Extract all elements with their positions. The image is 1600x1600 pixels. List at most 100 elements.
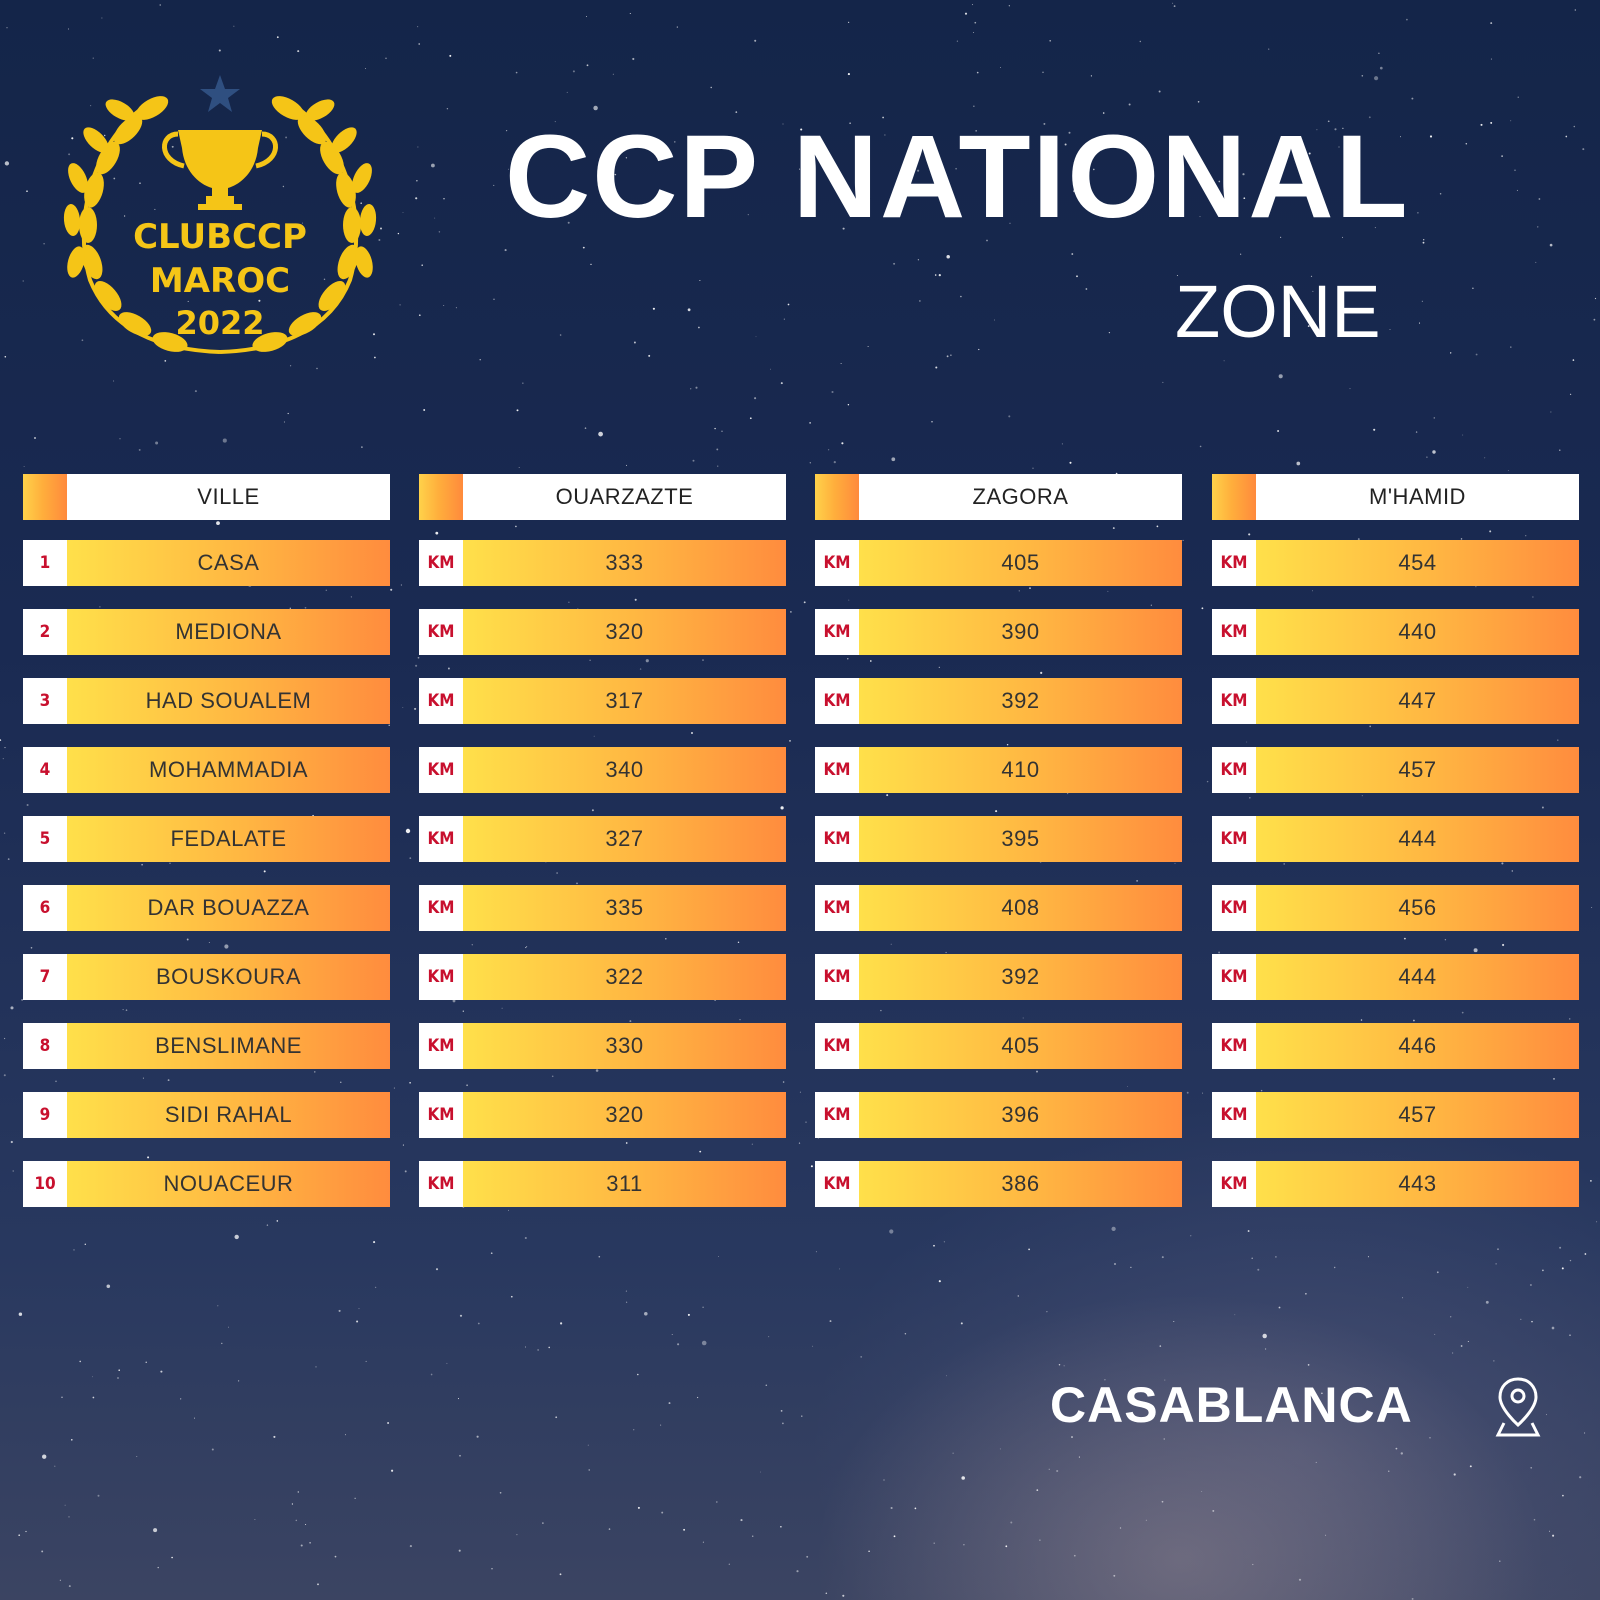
distance-value: 333 bbox=[463, 540, 786, 586]
city-name: HAD SOUALEM bbox=[67, 678, 390, 724]
table-row: KM 320 bbox=[419, 1092, 786, 1138]
table-row: KM 405 bbox=[815, 540, 1182, 586]
table-row: KM 447 bbox=[1212, 678, 1579, 724]
city-name: BENSLIMANE bbox=[67, 1023, 390, 1069]
table-row: KM 333 bbox=[419, 540, 786, 586]
distance-value: 330 bbox=[463, 1023, 786, 1069]
table-row: KM 327 bbox=[419, 816, 786, 862]
unit-label: KM bbox=[815, 747, 859, 793]
city-name: MOHAMMADIA bbox=[67, 747, 390, 793]
column-header-label: VILLE bbox=[67, 474, 390, 520]
header-accent bbox=[23, 474, 67, 520]
distance-value: 444 bbox=[1256, 816, 1579, 862]
distance-value: 386 bbox=[859, 1161, 1182, 1207]
city-name: BOUSKOURA bbox=[67, 954, 390, 1000]
distance-value: 457 bbox=[1256, 1092, 1579, 1138]
unit-label: KM bbox=[419, 747, 463, 793]
unit-label: KM bbox=[1212, 540, 1256, 586]
page-subtitle: ZONE bbox=[1175, 270, 1381, 353]
logo-line2: MAROC bbox=[150, 261, 290, 301]
table-row: KM 396 bbox=[815, 1092, 1182, 1138]
unit-label: KM bbox=[1212, 885, 1256, 931]
distance-value: 317 bbox=[463, 678, 786, 724]
table-row: 6 DAR BOUAZZA bbox=[23, 885, 390, 931]
city-name: CASA bbox=[67, 540, 390, 586]
star-icon bbox=[200, 75, 240, 112]
unit-label: KM bbox=[1212, 609, 1256, 655]
rank-number: 5 bbox=[23, 816, 67, 862]
location-label: CASABLANCA bbox=[1050, 1377, 1413, 1433]
distance-value: 392 bbox=[859, 678, 1182, 724]
table-row: KM 392 bbox=[815, 954, 1182, 1000]
unit-label: KM bbox=[815, 678, 859, 724]
unit-label: KM bbox=[1212, 1092, 1256, 1138]
unit-label: KM bbox=[1212, 954, 1256, 1000]
club-logo: CLUBCCP MAROC 2022 bbox=[63, 75, 377, 354]
logo-year: 2022 bbox=[175, 304, 264, 342]
rank-number: 10 bbox=[23, 1161, 67, 1207]
rank-number: 1 bbox=[23, 540, 67, 586]
distance-value: 405 bbox=[859, 540, 1182, 586]
table-row: KM 457 bbox=[1212, 1092, 1579, 1138]
distance-value: 456 bbox=[1256, 885, 1579, 931]
table-column: M'HAMID KM 454 KM 440 KM 447 KM 457 KM 444 KM 456 KM 4… bbox=[1212, 474, 1579, 1230]
table-row: 9 SIDI RAHAL bbox=[23, 1092, 390, 1138]
rank-number: 9 bbox=[23, 1092, 67, 1138]
distance-value: 390 bbox=[859, 609, 1182, 655]
unit-label: KM bbox=[419, 1161, 463, 1207]
table-row: KM 444 bbox=[1212, 816, 1579, 862]
table-column: VILLE 1 CASA 2 MEDIONA 3 HAD SOUALEM 4 MOHAMMADI… bbox=[23, 474, 390, 1230]
column-header-label: M'HAMID bbox=[1256, 474, 1579, 520]
table-row: 5 FEDALATE bbox=[23, 816, 390, 862]
table-row: KM 390 bbox=[815, 609, 1182, 655]
header-accent bbox=[1212, 474, 1256, 520]
table-row: 7 BOUSKOURA bbox=[23, 954, 390, 1000]
table-row: KM 454 bbox=[1212, 540, 1579, 586]
unit-label: KM bbox=[419, 816, 463, 862]
table-row: KM 340 bbox=[419, 747, 786, 793]
table-row: KM 405 bbox=[815, 1023, 1182, 1069]
unit-label: KM bbox=[419, 609, 463, 655]
city-name: SIDI RAHAL bbox=[67, 1092, 390, 1138]
table-row: 2 MEDIONA bbox=[23, 609, 390, 655]
table-row: KM 330 bbox=[419, 1023, 786, 1069]
header-accent bbox=[815, 474, 859, 520]
table-row: KM 395 bbox=[815, 816, 1182, 862]
table-row: 10 NOUACEUR bbox=[23, 1161, 390, 1207]
logo-line1: CLUBCCP bbox=[133, 217, 307, 257]
header-accent bbox=[419, 474, 463, 520]
unit-label: KM bbox=[815, 609, 859, 655]
table-row: 8 BENSLIMANE bbox=[23, 1023, 390, 1069]
city-name: NOUACEUR bbox=[67, 1161, 390, 1207]
column-header: OUARZAZTE bbox=[419, 474, 786, 520]
city-name: DAR BOUAZZA bbox=[67, 885, 390, 931]
unit-label: KM bbox=[1212, 1023, 1256, 1069]
distance-value: 410 bbox=[859, 747, 1182, 793]
table-row: KM 444 bbox=[1212, 954, 1579, 1000]
table-column: ZAGORA KM 405 KM 390 KM 392 KM 410 KM 395 KM 408 KM 39… bbox=[815, 474, 1182, 1230]
unit-label: KM bbox=[815, 540, 859, 586]
unit-label: KM bbox=[419, 954, 463, 1000]
unit-label: KM bbox=[419, 1023, 463, 1069]
trophy-icon bbox=[162, 130, 278, 210]
table-row: KM 446 bbox=[1212, 1023, 1579, 1069]
distance-value: 322 bbox=[463, 954, 786, 1000]
unit-label: KM bbox=[815, 1161, 859, 1207]
distance-value: 446 bbox=[1256, 1023, 1579, 1069]
distance-value: 447 bbox=[1256, 678, 1579, 724]
distance-value: 311 bbox=[463, 1161, 786, 1207]
city-name: MEDIONA bbox=[67, 609, 390, 655]
column-header-label: ZAGORA bbox=[859, 474, 1182, 520]
unit-label: KM bbox=[419, 540, 463, 586]
page-title: CCP NATIONAL bbox=[505, 111, 1410, 243]
distance-value: 392 bbox=[859, 954, 1182, 1000]
rank-number: 4 bbox=[23, 747, 67, 793]
city-name: FEDALATE bbox=[67, 816, 390, 862]
column-header: M'HAMID bbox=[1212, 474, 1579, 520]
distance-value: 405 bbox=[859, 1023, 1182, 1069]
table-row: 3 HAD SOUALEM bbox=[23, 678, 390, 724]
unit-label: KM bbox=[419, 885, 463, 931]
unit-label: KM bbox=[1212, 1161, 1256, 1207]
unit-label: KM bbox=[1212, 747, 1256, 793]
rank-number: 8 bbox=[23, 1023, 67, 1069]
